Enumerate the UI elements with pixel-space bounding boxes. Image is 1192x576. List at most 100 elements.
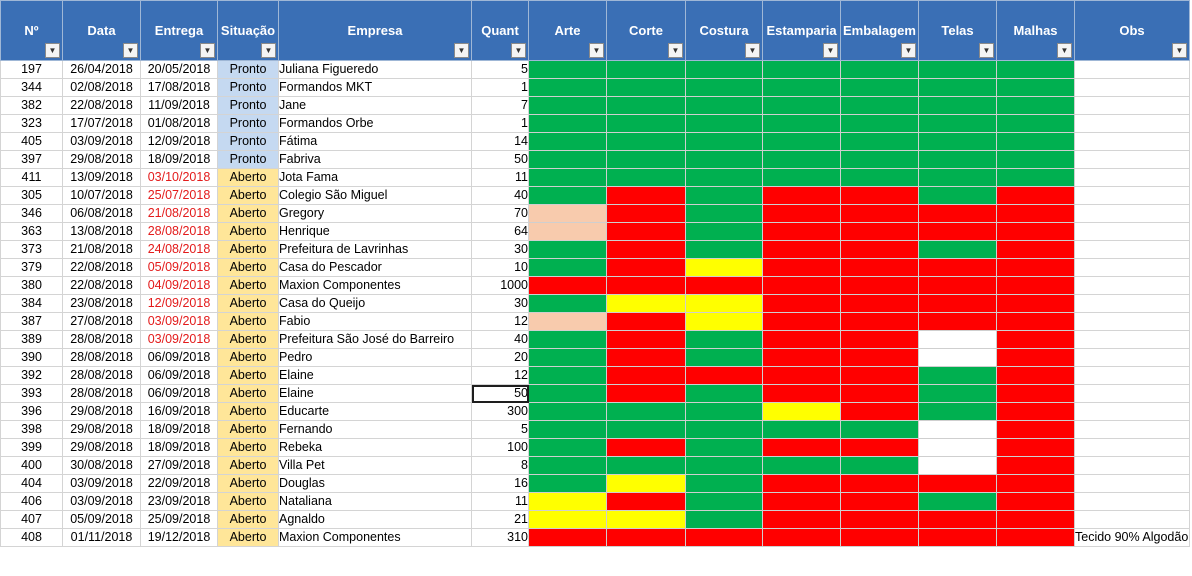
cell-corte[interactable] (606, 438, 686, 457)
cell-arte[interactable] (528, 474, 607, 493)
cell-telas[interactable] (918, 78, 997, 97)
cell-costura[interactable] (685, 96, 763, 115)
cell-telas[interactable] (918, 456, 997, 475)
cell-arte[interactable] (528, 132, 607, 151)
cell-estamparia[interactable] (762, 150, 841, 169)
cell-num[interactable]: 407 (0, 510, 63, 529)
cell-empresa[interactable]: Fabio (278, 312, 472, 331)
cell-entrega[interactable]: 06/09/2018 (140, 384, 218, 403)
cell-embalagem[interactable] (840, 384, 919, 403)
cell-obs[interactable] (1074, 222, 1190, 241)
cell-empresa[interactable]: Rebeka (278, 438, 472, 457)
cell-quant[interactable]: 40 (471, 186, 529, 205)
cell-num[interactable]: 305 (0, 186, 63, 205)
cell-empresa[interactable]: Agnaldo (278, 510, 472, 529)
cell-costura[interactable] (685, 366, 763, 385)
cell-malhas[interactable] (996, 510, 1075, 529)
cell-obs[interactable] (1074, 474, 1190, 493)
cell-costura[interactable] (685, 456, 763, 475)
cell-embalagem[interactable] (840, 420, 919, 439)
cell-estamparia[interactable] (762, 456, 841, 475)
cell-data[interactable]: 22/08/2018 (62, 276, 141, 295)
column-header-telas[interactable]: Telas ▼ (918, 0, 997, 61)
cell-arte[interactable] (528, 492, 607, 511)
cell-corte[interactable] (606, 114, 686, 133)
cell-obs[interactable] (1074, 420, 1190, 439)
cell-corte[interactable] (606, 60, 686, 79)
cell-telas[interactable] (918, 240, 997, 259)
cell-num[interactable]: 405 (0, 132, 63, 151)
filter-dropdown-icon[interactable]: ▼ (45, 43, 60, 58)
cell-arte[interactable] (528, 60, 607, 79)
cell-data[interactable]: 28/08/2018 (62, 366, 141, 385)
cell-embalagem[interactable] (840, 132, 919, 151)
cell-malhas[interactable] (996, 456, 1075, 475)
cell-telas[interactable] (918, 402, 997, 421)
cell-entrega[interactable]: 03/10/2018 (140, 168, 218, 187)
cell-arte[interactable] (528, 330, 607, 349)
cell-entrega[interactable]: 27/09/2018 (140, 456, 218, 475)
cell-entrega[interactable]: 21/08/2018 (140, 204, 218, 223)
cell-num[interactable]: 397 (0, 150, 63, 169)
cell-costura[interactable] (685, 384, 763, 403)
cell-malhas[interactable] (996, 150, 1075, 169)
cell-arte[interactable] (528, 510, 607, 529)
cell-telas[interactable] (918, 222, 997, 241)
cell-data[interactable]: 03/09/2018 (62, 474, 141, 493)
cell-corte[interactable] (606, 186, 686, 205)
cell-telas[interactable] (918, 492, 997, 511)
cell-data[interactable]: 29/08/2018 (62, 150, 141, 169)
cell-data[interactable]: 28/08/2018 (62, 348, 141, 367)
cell-malhas[interactable] (996, 420, 1075, 439)
cell-situacao[interactable]: Aberto (217, 402, 279, 421)
cell-embalagem[interactable] (840, 366, 919, 385)
cell-quant[interactable]: 30 (471, 294, 529, 313)
cell-costura[interactable] (685, 294, 763, 313)
cell-arte[interactable] (528, 78, 607, 97)
cell-entrega[interactable]: 03/09/2018 (140, 312, 218, 331)
cell-situacao[interactable]: Aberto (217, 420, 279, 439)
cell-entrega[interactable]: 18/09/2018 (140, 438, 218, 457)
cell-embalagem[interactable] (840, 276, 919, 295)
cell-costura[interactable] (685, 168, 763, 187)
cell-malhas[interactable] (996, 96, 1075, 115)
cell-embalagem[interactable] (840, 438, 919, 457)
cell-quant[interactable]: 20 (471, 348, 529, 367)
cell-num[interactable]: 363 (0, 222, 63, 241)
cell-estamparia[interactable] (762, 78, 841, 97)
cell-costura[interactable] (685, 312, 763, 331)
cell-corte[interactable] (606, 492, 686, 511)
column-header-quant[interactable]: Quant ▼ (471, 0, 529, 61)
cell-corte[interactable] (606, 96, 686, 115)
cell-data[interactable]: 13/09/2018 (62, 168, 141, 187)
cell-obs[interactable] (1074, 438, 1190, 457)
cell-arte[interactable] (528, 258, 607, 277)
cell-estamparia[interactable] (762, 420, 841, 439)
cell-num[interactable]: 380 (0, 276, 63, 295)
cell-arte[interactable] (528, 114, 607, 133)
cell-costura[interactable] (685, 492, 763, 511)
cell-data[interactable]: 22/08/2018 (62, 96, 141, 115)
column-header-corte[interactable]: Corte ▼ (606, 0, 686, 61)
cell-num[interactable]: 197 (0, 60, 63, 79)
cell-situacao[interactable]: Aberto (217, 258, 279, 277)
cell-embalagem[interactable] (840, 186, 919, 205)
cell-empresa[interactable]: Formandos Orbe (278, 114, 472, 133)
cell-data[interactable]: 21/08/2018 (62, 240, 141, 259)
filter-dropdown-icon[interactable]: ▼ (823, 43, 838, 58)
filter-dropdown-icon[interactable]: ▼ (261, 43, 276, 58)
cell-malhas[interactable] (996, 528, 1075, 547)
cell-estamparia[interactable] (762, 366, 841, 385)
cell-entrega[interactable]: 16/09/2018 (140, 402, 218, 421)
cell-data[interactable]: 03/09/2018 (62, 492, 141, 511)
cell-obs[interactable] (1074, 330, 1190, 349)
cell-num[interactable]: 400 (0, 456, 63, 475)
cell-obs[interactable] (1074, 510, 1190, 529)
cell-obs[interactable] (1074, 96, 1190, 115)
cell-corte[interactable] (606, 402, 686, 421)
cell-num[interactable]: 384 (0, 294, 63, 313)
cell-estamparia[interactable] (762, 258, 841, 277)
cell-costura[interactable] (685, 420, 763, 439)
cell-entrega[interactable]: 01/08/2018 (140, 114, 218, 133)
cell-corte[interactable] (606, 294, 686, 313)
